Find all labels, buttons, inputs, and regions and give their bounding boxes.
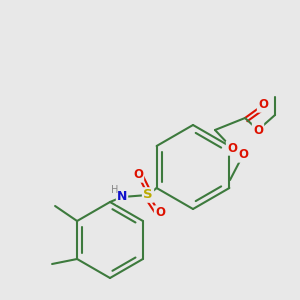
Text: H: H	[111, 185, 119, 195]
Text: O: O	[155, 206, 165, 220]
Text: O: O	[238, 148, 248, 161]
Text: S: S	[143, 188, 153, 202]
Text: O: O	[227, 142, 237, 154]
Text: O: O	[133, 169, 143, 182]
Text: O: O	[258, 98, 268, 112]
Text: O: O	[253, 124, 263, 136]
Text: N: N	[117, 190, 127, 203]
